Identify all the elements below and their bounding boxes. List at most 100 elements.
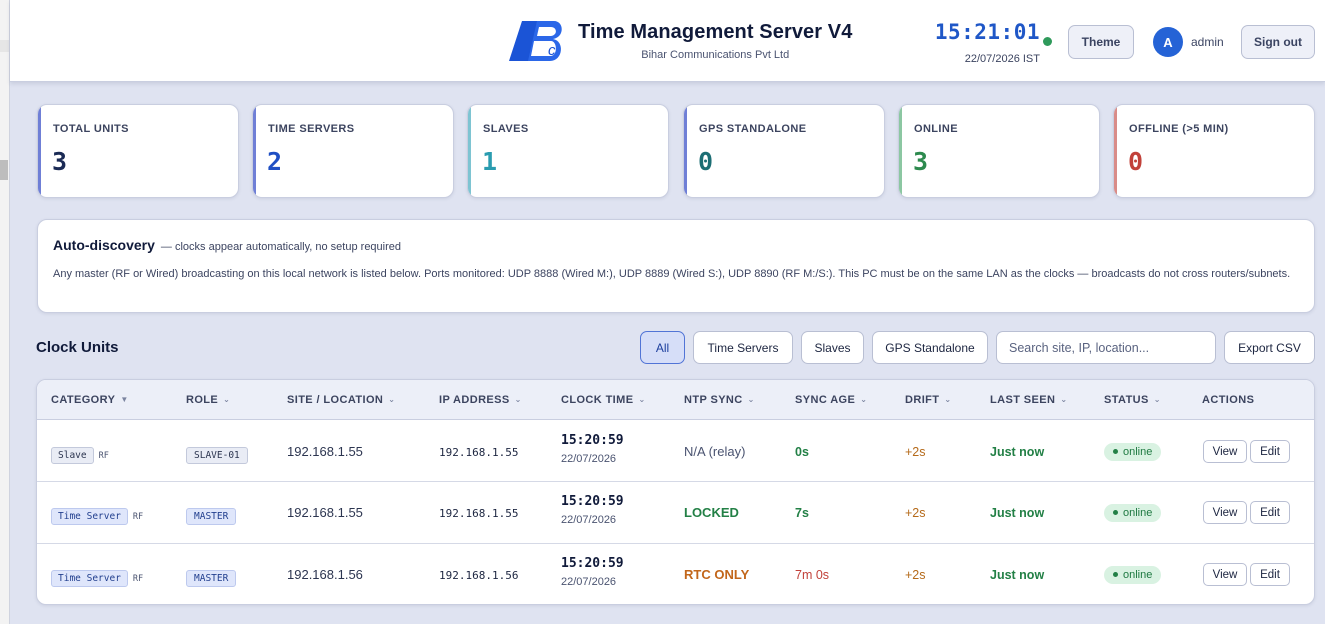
sort-icon: ⌄ (223, 395, 231, 404)
app-header: c Time Management Server V4 Bihar Commun… (10, 0, 1325, 82)
table-row[interactable]: Slave RF SLAVE-01 192.168.1.55 192.168.1.… (37, 420, 1314, 482)
ip-address: 192.168.1.55 (439, 446, 519, 459)
stat-value: 3 (52, 147, 68, 176)
filter-all[interactable]: All (640, 331, 685, 364)
last-seen: Just now (990, 506, 1045, 520)
status-badge: online (1104, 503, 1162, 522)
stat-card-gps-standalone: GPS STANDALONE 0 (683, 104, 885, 198)
sort-icon: ⌄ (860, 395, 868, 404)
status-badge: online (1104, 565, 1162, 584)
column-header-sync-age[interactable]: SYNC AGE ⌄ (795, 394, 868, 406)
clock-date: 22/07/2026 IST (964, 53, 1040, 65)
category-tag: Time Server (51, 570, 128, 587)
discovery-title: Auto-discovery (53, 237, 155, 253)
avatar[interactable]: A (1153, 27, 1183, 57)
ip-address: 192.168.1.55 (439, 507, 519, 520)
column-header-clock-time[interactable]: CLOCK TIME ⌄ (561, 394, 646, 406)
site-location: 192.168.1.55 (287, 444, 363, 459)
ntp-sync: N/A (relay) (684, 444, 746, 459)
theme-button[interactable]: Theme (1068, 25, 1134, 59)
stat-value: 1 (482, 147, 498, 176)
category-tag: Time Server (51, 508, 128, 525)
view-button[interactable]: View (1203, 501, 1247, 524)
table-row[interactable]: Time Server RF MASTER 192.168.1.55 192.16… (37, 482, 1314, 544)
stat-label: ONLINE (914, 123, 958, 135)
online-dot-icon (1113, 572, 1118, 577)
clock-time-value: 15:20:59 (561, 433, 624, 448)
header-clock: 15:21:01 22/07/2026 IST (918, 20, 1040, 65)
company-name: Bihar Communications Pvt Ltd (641, 49, 790, 61)
sign-out-button[interactable]: Sign out (1241, 25, 1315, 59)
stat-label: OFFLINE (>5 MIN) (1129, 123, 1229, 135)
stat-card-time-servers: TIME SERVERS 2 (252, 104, 454, 198)
svg-text:c: c (548, 42, 556, 59)
category-tag: Slave (51, 447, 94, 464)
user-name: admin (1191, 35, 1224, 49)
column-header-role[interactable]: ROLE ⌄ (186, 394, 231, 406)
column-header-ntp-sync[interactable]: NTP SYNC ⌄ (684, 394, 755, 406)
clock-time-value: 15:20:59 (561, 494, 624, 509)
export-csv-button[interactable]: Export CSV (1224, 331, 1315, 364)
drift: +2s (905, 506, 926, 520)
view-button[interactable]: View (1203, 563, 1247, 586)
window-edge (0, 0, 10, 624)
sync-age: 0s (795, 445, 809, 459)
auto-discovery-panel: Auto-discovery — clocks appear automatic… (37, 219, 1315, 313)
ntp-sync: RTC ONLY (684, 567, 750, 582)
online-dot-icon (1113, 510, 1118, 515)
column-header-site[interactable]: SITE / LOCATION ⌄ (287, 394, 396, 406)
table-header: CATEGORY ▼ ROLE ⌄ SITE / LOCATION ⌄ IP ADDR… (37, 380, 1314, 420)
online-dot-icon (1113, 449, 1118, 454)
sort-down-icon: ▼ (120, 395, 129, 404)
sort-icon: ⌄ (388, 395, 396, 404)
logo-icon: c (509, 21, 562, 61)
view-button[interactable]: View (1203, 440, 1247, 463)
section-title: Clock Units (36, 339, 119, 356)
app-title: Time Management Server V4 (578, 21, 853, 43)
edit-button[interactable]: Edit (1250, 563, 1290, 586)
sort-icon: ⌄ (1153, 395, 1161, 404)
filter-slaves[interactable]: Slaves (801, 331, 864, 364)
discovery-description: Any master (RF or Wired) broadcasting on… (53, 268, 1291, 280)
stat-value: 2 (267, 147, 283, 176)
clock-date-value: 22/07/2026 (561, 576, 617, 588)
stat-value: 0 (1128, 147, 1144, 176)
edge-marker (0, 40, 9, 52)
column-header-last-seen[interactable]: LAST SEEN ⌄ (990, 394, 1068, 406)
site-location: 192.168.1.55 (287, 505, 363, 520)
last-seen: Just now (990, 445, 1045, 459)
stat-card-online: ONLINE 3 (898, 104, 1100, 198)
role-tag: MASTER (186, 570, 237, 587)
clock-time-value: 15:20:59 (561, 556, 624, 571)
column-header-status[interactable]: STATUS ⌄ (1104, 394, 1161, 406)
sort-icon: ⌄ (638, 395, 646, 404)
last-seen: Just now (990, 568, 1045, 582)
stat-value: 3 (913, 147, 929, 176)
sort-icon: ⌄ (944, 395, 952, 404)
sort-icon: ⌄ (747, 395, 755, 404)
clock-date-value: 22/07/2026 (561, 453, 617, 465)
drift: +2s (905, 445, 926, 459)
sync-age: 7m 0s (795, 568, 830, 582)
site-location: 192.168.1.56 (287, 567, 363, 582)
table-row[interactable]: Time Server RF MASTER 192.168.1.56 192.16… (37, 544, 1314, 604)
live-status-icon (1043, 37, 1052, 46)
edit-button[interactable]: Edit (1250, 501, 1290, 524)
stat-card-total-units: TOTAL UNITS 3 (37, 104, 239, 198)
column-header-drift[interactable]: DRIFT ⌄ (905, 394, 952, 406)
ip-address: 192.168.1.56 (439, 569, 519, 582)
filter-gps-standalone[interactable]: GPS Standalone (872, 331, 988, 364)
column-header-ip[interactable]: IP ADDRESS ⌄ (439, 394, 522, 406)
discovery-note: — clocks appear automatically, no setup … (160, 241, 402, 253)
filter-time-servers[interactable]: Time Servers (693, 331, 793, 364)
link-type: RF (98, 451, 109, 461)
search-input[interactable] (996, 331, 1216, 364)
edge-marker (0, 160, 8, 180)
clock-units-table: CATEGORY ▼ ROLE ⌄ SITE / LOCATION ⌄ IP ADDR… (36, 379, 1315, 605)
clock-date-value: 22/07/2026 (561, 514, 617, 526)
column-header-category[interactable]: CATEGORY ▼ (51, 394, 129, 406)
edit-button[interactable]: Edit (1250, 440, 1290, 463)
ntp-sync: LOCKED (684, 505, 739, 520)
link-type: RF (132, 512, 144, 522)
stat-label: GPS STANDALONE (699, 123, 807, 135)
